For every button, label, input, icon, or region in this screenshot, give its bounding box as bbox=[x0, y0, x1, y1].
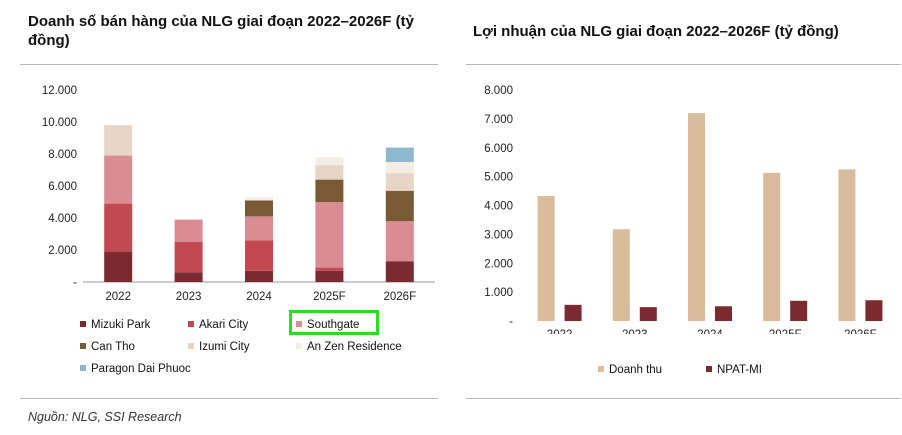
legend-label: Mizuki Park bbox=[91, 319, 151, 331]
x-tick-label: 2025F bbox=[769, 329, 802, 334]
legend-item-southgate: Southgate bbox=[296, 318, 359, 332]
bar-segment-southgate-2025f bbox=[315, 202, 344, 268]
bar-npat-mi-2024 bbox=[715, 306, 732, 321]
legend-label: Can Tho bbox=[91, 341, 135, 353]
bar-npat-mi-2022 bbox=[564, 304, 582, 321]
legend-label: An Zen Residence bbox=[307, 341, 402, 353]
x-tick-label: 2026F bbox=[383, 291, 416, 303]
x-tick-label: 2024 bbox=[246, 291, 272, 303]
bar-segment-southgate-2024 bbox=[245, 216, 273, 241]
legend-swatch bbox=[80, 365, 86, 371]
bar-segment-can-tho-2024 bbox=[245, 200, 273, 217]
bar-doanh-thu-2022 bbox=[537, 195, 555, 321]
bar-segment-mizuki-park-2024 bbox=[245, 270, 273, 282]
source-note: Nguồn: NLG, SSI Research bbox=[28, 410, 182, 424]
bar-doanh-thu-2026f bbox=[838, 169, 856, 321]
bar-segment-akari-city-2024 bbox=[245, 240, 273, 271]
x-tick-label: 2022 bbox=[105, 291, 131, 303]
bar-segment-an-zen-residence-2025f bbox=[315, 157, 344, 166]
x-tick-label: 2023 bbox=[622, 329, 648, 334]
bar-segment-southgate-2023 bbox=[174, 219, 203, 242]
bar-segment-mizuki-park-2025f bbox=[315, 270, 344, 282]
y-tick-label: 3.000 bbox=[484, 229, 513, 241]
bottom-divider-left bbox=[20, 398, 438, 399]
y-tick-label: 1.000 bbox=[484, 287, 513, 299]
bar-segment-an-zen-residence-2024 bbox=[245, 197, 273, 201]
y-tick-label: - bbox=[509, 316, 513, 328]
legend-swatch bbox=[188, 343, 194, 349]
legend-label: Doanh thu bbox=[609, 364, 663, 376]
bar-npat-mi-2026f bbox=[865, 300, 883, 321]
bar-npat-mi-2025f bbox=[790, 300, 808, 321]
y-tick-label: 8.000 bbox=[48, 149, 77, 161]
bar-segment-can-tho-2026f bbox=[385, 190, 414, 222]
bar-segment-mizuki-park-2026f bbox=[385, 261, 414, 282]
right-chart-title: Lợi nhuận của NLG giai đoạn 2022–2026F (… bbox=[473, 23, 839, 40]
legend-item-doanh-thu: Doanh thu bbox=[598, 363, 662, 377]
southgate-legend-highlight bbox=[289, 310, 379, 335]
bar-segment-southgate-2022 bbox=[104, 155, 133, 204]
bar-segment-mizuki-park-2023 bbox=[174, 272, 203, 282]
bar-segment-an-zen-residence-2026f bbox=[385, 162, 414, 174]
legend-swatch bbox=[80, 343, 86, 349]
top-divider-left bbox=[20, 64, 438, 65]
x-tick-label: 2023 bbox=[176, 291, 202, 303]
legend-item-izumi-city: Izumi City bbox=[188, 340, 249, 354]
legend-swatch bbox=[188, 321, 194, 327]
top-divider-right bbox=[466, 64, 901, 65]
y-tick-label: 10.000 bbox=[42, 117, 77, 129]
legend-swatch bbox=[296, 321, 302, 327]
legend-label: Izumi City bbox=[199, 341, 250, 353]
y-tick-label: 5.000 bbox=[484, 172, 513, 184]
legend-swatch bbox=[296, 343, 302, 349]
profit-bar-chart: - 1.000 2.000 3.000 4.000 5.000 6.000 7.000 8.00… bbox=[484, 85, 883, 334]
bottom-divider-right bbox=[466, 398, 901, 399]
legend-item-akari-city: Akari City bbox=[188, 318, 248, 332]
bar-segment-akari-city-2022 bbox=[104, 203, 133, 252]
bar-segment-izumi-city-2022 bbox=[104, 125, 133, 156]
legend-label: NPAT-MI bbox=[717, 364, 762, 376]
y-tick-label: 4.000 bbox=[48, 213, 77, 225]
bar-segment-izumi-city-2026f bbox=[385, 173, 414, 191]
x-tick-label: 2026F bbox=[844, 329, 877, 334]
legend-swatch bbox=[80, 321, 86, 327]
bar-segment-akari-city-2025f bbox=[315, 267, 344, 271]
legend-label: Southgate bbox=[307, 319, 360, 331]
y-tick-label: 6.000 bbox=[484, 143, 513, 155]
bar-doanh-thu-2023 bbox=[612, 229, 630, 321]
legend-swatch bbox=[706, 366, 712, 372]
y-tick-label: - bbox=[73, 277, 77, 289]
y-tick-label: 6.000 bbox=[48, 181, 77, 193]
y-tick-label: 7.000 bbox=[484, 114, 513, 126]
y-tick-label: 8.000 bbox=[484, 85, 513, 97]
bar-segment-mizuki-park-2022 bbox=[104, 251, 133, 282]
x-tick-label: 2025F bbox=[313, 291, 346, 303]
legend-item-paragon-dai-phuoc: Paragon Dai Phuoc bbox=[80, 362, 191, 376]
left-chart-title: Doanh số bán hàng của NLG giai đoạn 2022… bbox=[28, 13, 414, 49]
legend-swatch bbox=[598, 366, 604, 372]
legend-item-npat-mi: NPAT-MI bbox=[706, 363, 762, 377]
y-tick-label: 2.000 bbox=[48, 245, 77, 257]
bar-npat-mi-2023 bbox=[639, 307, 657, 321]
y-tick-label: 4.000 bbox=[484, 201, 513, 213]
bar-doanh-thu-2025f bbox=[763, 172, 781, 321]
legend-label: Paragon Dai Phuoc bbox=[91, 363, 191, 375]
bar-segment-southgate-2026f bbox=[385, 221, 414, 262]
bar-doanh-thu-2024 bbox=[688, 113, 705, 321]
bar-segment-akari-city-2023 bbox=[174, 242, 203, 273]
legend-item-can-tho: Can Tho bbox=[80, 340, 135, 354]
legend-item-mizuki-park: Mizuki Park bbox=[80, 318, 150, 332]
y-tick-label: 2.000 bbox=[484, 258, 513, 270]
x-tick-label: 2022 bbox=[547, 329, 573, 334]
sales-stacked-bar-chart: - 2.000 4.000 6.000 8.000 10.000 12.000 2022 202… bbox=[42, 85, 435, 303]
y-tick-label: 12.000 bbox=[42, 85, 77, 97]
x-tick-label: 2024 bbox=[697, 329, 723, 334]
legend-item-an-zen-residence: An Zen Residence bbox=[296, 340, 402, 354]
bar-segment-paragon-dai-phuoc-2026f bbox=[385, 147, 414, 162]
bar-segment-izumi-city-2025f bbox=[315, 165, 344, 180]
bar-segment-can-tho-2025f bbox=[315, 179, 344, 202]
legend-label: Akari City bbox=[199, 319, 249, 331]
